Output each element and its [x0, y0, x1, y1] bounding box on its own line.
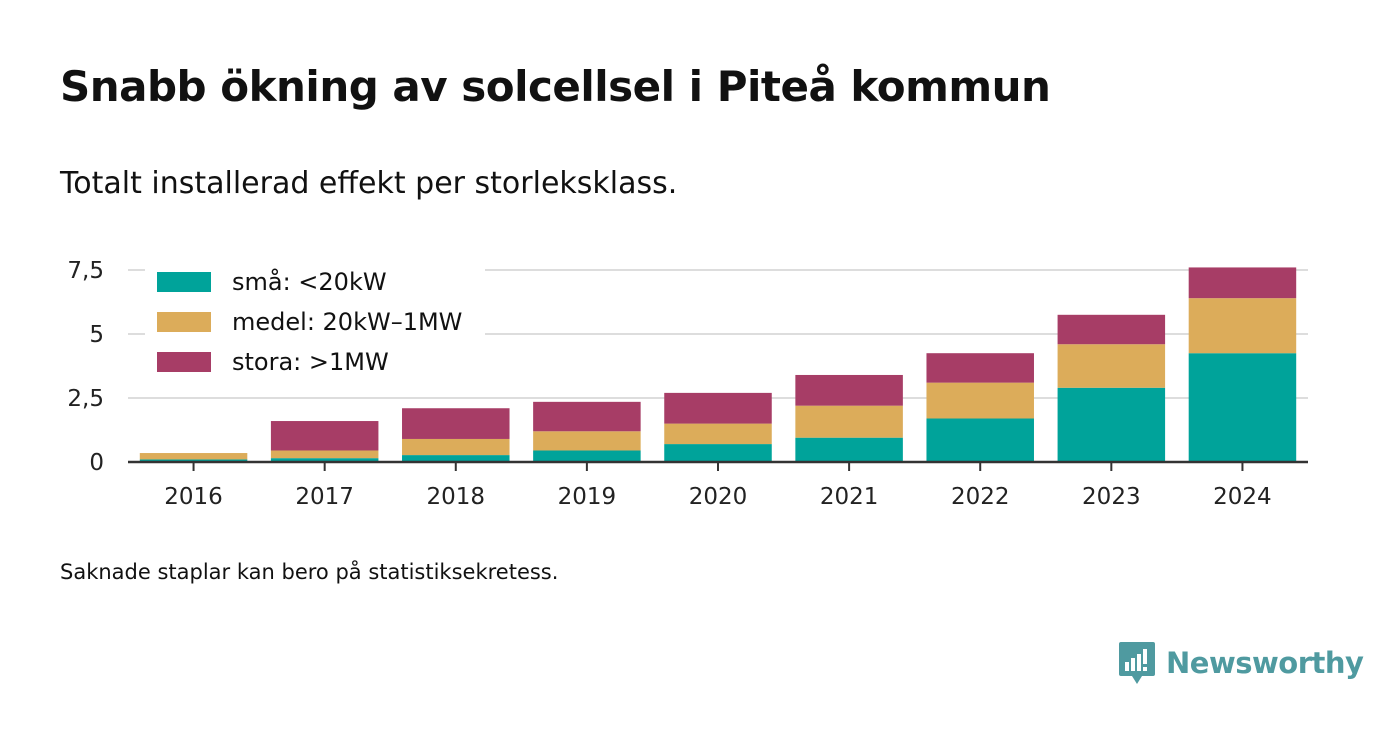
bar-segment-2020-s1: [664, 444, 772, 462]
bar-segment-2024-s2: [1188, 298, 1297, 354]
brand-name: Newsworthy: [1166, 646, 1364, 680]
x-tick-label: 2019: [558, 484, 617, 510]
bar-segment-2021-s2: [795, 405, 903, 438]
bar-segment-2017-s1: [270, 458, 379, 462]
bar-segment-2019-s1: [533, 450, 641, 462]
bar-segment-2016-s1: [139, 459, 248, 462]
x-tick-label: 2016: [164, 484, 223, 510]
legend-label: medel: 20kW–1MW: [232, 308, 462, 336]
legend-swatch: [157, 272, 211, 292]
stacked-bar-chart: 0 2,5 5 7,5 2016 2017 2018 2019 2020 2021 2022 2023…: [67, 258, 1308, 510]
y-tick-label: 0: [89, 450, 104, 476]
bar-segment-2017-s2: [270, 450, 379, 459]
x-tick-label: 2018: [427, 484, 486, 510]
bar-segment-2018-s2: [402, 438, 510, 456]
bar-segment-2021-s3: [795, 374, 903, 406]
bar-segment-2023-s3: [1057, 314, 1166, 345]
bar-segment-2017-s3: [270, 421, 379, 451]
newsworthy-logo[interactable]: Newsworthy: [1118, 640, 1364, 686]
bar-segment-2024-s3: [1188, 267, 1297, 299]
bar-chart-bubble-icon: [1119, 642, 1155, 684]
axes: 0 2,5 5 7,5 2016 2017 2018 2019 2020 2021 2022 2023…: [67, 258, 1308, 510]
bar-segment-2018-s3: [402, 408, 510, 439]
x-tick-label: 2020: [689, 484, 748, 510]
x-tick-label: 2021: [820, 484, 879, 510]
bars: [139, 267, 1297, 462]
legend-swatch: [157, 352, 211, 372]
bar-segment-2020-s3: [664, 392, 772, 424]
x-tick-label: 2017: [295, 484, 354, 510]
legend-label: små: <20kW: [232, 267, 387, 296]
bar-segment-2019-s3: [533, 401, 641, 432]
legend: små: <20kW medel: 20kW–1MW stora: >1MW: [145, 258, 485, 386]
bar-segment-2022-s3: [926, 353, 1034, 383]
bar-segment-2023-s1: [1057, 387, 1166, 462]
y-tick-label: 7,5: [67, 258, 104, 284]
bar-segment-2016-s2: [139, 453, 248, 460]
bar-segment-2023-s2: [1057, 344, 1166, 388]
bar-segment-2020-s2: [664, 423, 772, 445]
chart-subtitle: Totalt installerad effekt per storlekskl…: [60, 166, 678, 201]
bar-segment-2018-s1: [402, 455, 510, 462]
bar-segment-2019-s2: [533, 431, 641, 451]
legend-label: stora: >1MW: [232, 348, 389, 376]
bar-segment-2021-s1: [795, 437, 903, 462]
y-tick-label: 5: [89, 322, 104, 348]
x-tick-label: 2022: [951, 484, 1010, 510]
x-tick-label: 2024: [1213, 484, 1272, 510]
x-tick-label: 2023: [1082, 484, 1141, 510]
footnote: Saknade staplar kan bero på statistiksek…: [60, 560, 559, 584]
legend-swatch: [157, 312, 211, 332]
bar-segment-2024-s1: [1188, 353, 1297, 462]
bar-segment-2022-s1: [926, 418, 1034, 462]
bar-segment-2022-s2: [926, 382, 1034, 419]
y-tick-label: 2,5: [67, 386, 104, 412]
chart-title: Snabb ökning av solcellsel i Piteå kommu…: [60, 62, 1051, 111]
